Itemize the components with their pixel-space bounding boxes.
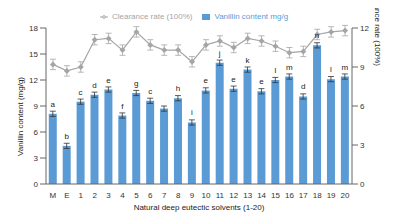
svg-text:9: 9	[190, 191, 195, 200]
svg-text:M: M	[50, 191, 57, 200]
svg-text:E: E	[64, 191, 69, 200]
svg-text:0: 0	[360, 180, 365, 189]
svg-text:11: 11	[216, 191, 225, 200]
svg-text:a: a	[51, 100, 56, 109]
svg-text:18: 18	[313, 191, 322, 200]
svg-text:8: 8	[176, 191, 181, 200]
svg-text:18: 18	[29, 24, 38, 33]
svg-text:12: 12	[360, 24, 369, 33]
svg-text:16: 16	[285, 191, 294, 200]
svg-text:j: j	[218, 49, 221, 58]
svg-text:l: l	[274, 66, 276, 75]
svg-text:d: d	[301, 82, 305, 91]
svg-text:15: 15	[271, 191, 280, 200]
svg-text:6: 6	[148, 191, 153, 200]
svg-text:20: 20	[341, 191, 350, 200]
svg-text:1: 1	[79, 191, 84, 200]
svg-text:3: 3	[360, 141, 365, 150]
svg-text:9: 9	[34, 102, 39, 111]
svg-text:15: 15	[29, 50, 38, 59]
svg-text:c: c	[148, 87, 152, 96]
svg-text:0: 0	[34, 180, 39, 189]
svg-text:19: 19	[327, 191, 336, 200]
svg-text:c: c	[79, 88, 83, 97]
svg-text:h: h	[176, 84, 180, 93]
svg-text:b: b	[64, 132, 69, 141]
svg-text:3: 3	[34, 154, 39, 163]
svg-text:13: 13	[243, 191, 252, 200]
svg-text:l: l	[330, 65, 332, 74]
svg-text:m: m	[342, 63, 349, 72]
svg-text:Vanillin content (mg/g): Vanillin content (mg/g)	[16, 77, 25, 156]
html-text:Clearance rate (100%): Clearance rate (100%)	[111, 12, 193, 21]
html-text:Vanillin content mg/g: Vanillin content mg/g	[214, 12, 289, 21]
svg-text:i: i	[191, 108, 193, 117]
svg-text:2: 2	[92, 191, 97, 200]
svg-text:17: 17	[299, 191, 308, 200]
svg-text:12: 12	[29, 76, 38, 85]
svg-text:e: e	[259, 77, 264, 86]
svg-text:f: f	[121, 102, 124, 111]
svg-text:n: n	[315, 31, 319, 40]
svg-text:d: d	[92, 81, 96, 90]
svg-text:14: 14	[257, 191, 266, 200]
svg-text:4: 4	[120, 191, 125, 200]
svg-text:9: 9	[360, 63, 365, 72]
svg-text:e: e	[231, 75, 236, 84]
svg-text:Clearance rate (100%): Clearance rate (100%)	[373, 8, 382, 66]
svg-text:g: g	[134, 79, 138, 88]
svg-text:6: 6	[34, 128, 39, 137]
svg-text:e: e	[106, 76, 111, 85]
svg-text:6: 6	[360, 102, 365, 111]
svg-text:3: 3	[106, 191, 111, 200]
svg-text:12: 12	[229, 191, 238, 200]
svg-text:k: k	[246, 56, 251, 65]
svg-text:7: 7	[162, 191, 167, 200]
svg-text:m: m	[286, 63, 293, 72]
svg-text:5: 5	[134, 191, 139, 200]
svg-text:e: e	[204, 76, 209, 85]
svg-text:10: 10	[202, 191, 211, 200]
svg-text:Natural deep eutectic solvents: Natural deep eutectic solvents (1-20)	[134, 203, 265, 212]
